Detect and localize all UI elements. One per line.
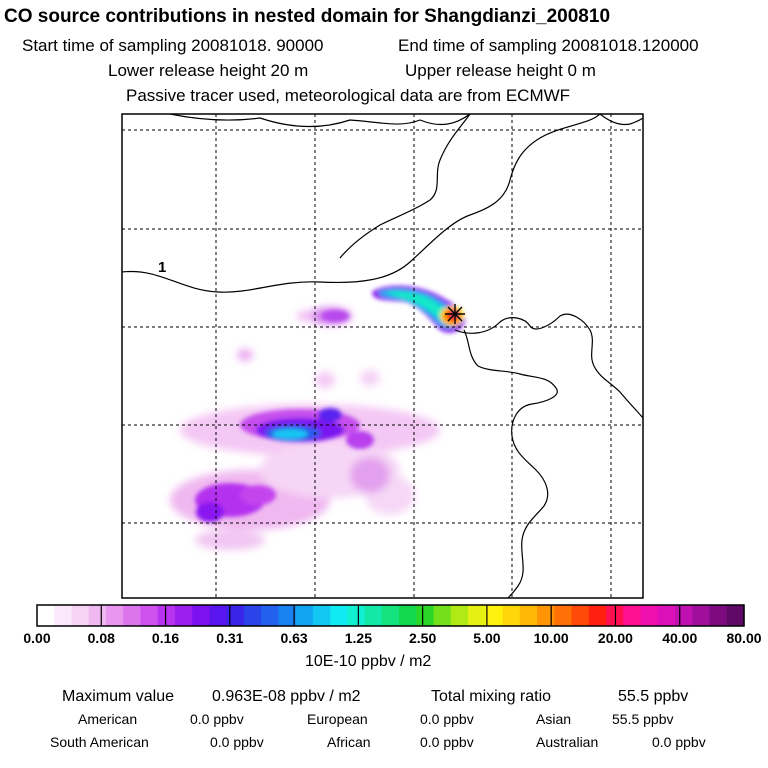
colorbar-swatch [675, 605, 693, 626]
region-name: African [327, 734, 371, 750]
sampling-end: End time of sampling 20081018.120000 [398, 36, 699, 55]
colorbar-swatch [140, 605, 159, 626]
max-value: 0.963E-08 ppbv / m2 [212, 688, 361, 705]
region-name: European [307, 711, 368, 727]
colorbar-tick-label: 2.50 [409, 630, 437, 646]
region-name: South American [50, 734, 149, 750]
region-value: 0.0 ppbv [652, 734, 706, 750]
max-value-label: Maximum value [62, 688, 175, 705]
colorbar-swatch [37, 605, 55, 626]
colorbar-tick-label: 1.25 [344, 630, 372, 646]
colorbar-swatch [54, 605, 73, 626]
region-value: 0.0 ppbv [210, 734, 264, 750]
colorbar-tick-label: 80.00 [726, 630, 762, 646]
data-source-note: Passive tracer used, meteorological data… [126, 86, 571, 105]
colorbar-swatch [657, 605, 676, 626]
colorbar-swatch [468, 605, 486, 626]
colorbar-swatch [726, 605, 745, 626]
colorbar-tick-label: 5.00 [473, 630, 501, 646]
colorbar-swatch [450, 605, 469, 626]
colorbar-units: 10E-10 ppbv / m2 [305, 653, 432, 670]
colorbar-swatch [295, 605, 314, 626]
region-name: Australian [536, 734, 599, 750]
colorbar-swatch [399, 605, 417, 626]
region-value: 0.0 ppbv [420, 734, 474, 750]
colorbar-swatch [226, 605, 245, 626]
region-value: 55.5 ppbv [612, 711, 674, 727]
graticule [122, 114, 643, 598]
region-value: 0.0 ppbv [190, 711, 244, 727]
colorbar-frame [36, 604, 745, 627]
colorbar-swatch [364, 605, 383, 626]
plot-title: CO source contributions in nested domain… [4, 6, 611, 27]
upper-release-height: Upper release height 0 m [405, 61, 596, 80]
colorbar-swatch [278, 605, 297, 626]
colorbar-tick-label: 20.00 [597, 630, 633, 646]
colorbar-swatch [640, 605, 659, 626]
colorbar-tick-label: 0.00 [23, 630, 51, 646]
colorbar-swatch [537, 605, 555, 626]
colorbar-swatch [519, 605, 538, 626]
colorbar-swatch [243, 605, 262, 626]
colorbar-dividers [100, 605, 681, 626]
colorbar-tick-label: 0.63 [280, 630, 308, 646]
colorbar-tick-label: 10.00 [533, 630, 569, 646]
colorbar-swatch [588, 605, 607, 626]
region-name: American [78, 711, 138, 727]
colorbar-swatch [623, 605, 642, 626]
colorbar-swatch [709, 605, 728, 626]
colorbar-swatch [381, 605, 400, 626]
total-mixing-label: Total mixing ratio [431, 688, 552, 705]
colorbar-swatch [261, 605, 280, 626]
colorbar-swatch [416, 605, 435, 626]
colorbar-swatch [330, 605, 348, 626]
colorbar-swatch [88, 605, 107, 626]
colorbar-swatch [174, 605, 193, 626]
colorbar [37, 605, 745, 626]
colorbar-swatch [105, 605, 124, 626]
lower-release-height: Lower release height 20 m [108, 61, 309, 80]
colorbar-swatch [312, 605, 331, 626]
total-mixing-value: 55.5 ppbv [618, 688, 689, 705]
concentration-core [195, 310, 374, 522]
colorbar-swatch [192, 605, 211, 626]
coastlines [122, 114, 643, 598]
colorbar-swatch [209, 605, 228, 626]
colorbar-swatch [502, 605, 521, 626]
colorbar-tick-label: 40.00 [662, 630, 698, 646]
sampling-start: Start time of sampling 20081018. 90000 [22, 36, 324, 55]
colorbar-tick-label: 0.31 [216, 630, 244, 646]
colorbar-tick-label: 0.08 [87, 630, 115, 646]
colorbar-swatch [71, 605, 90, 626]
colorbar-swatch [347, 605, 366, 626]
map-frame [121, 113, 644, 599]
colorbar-swatch [692, 605, 711, 626]
region-name: Asian [536, 711, 572, 727]
star-marker [445, 304, 465, 324]
colorbar-swatch [123, 605, 142, 626]
colorbar-swatch [433, 605, 452, 626]
map-area [122, 114, 643, 598]
colorbar-swatch [554, 605, 573, 626]
colorbar-swatch [571, 605, 590, 626]
colorbar-tick-label: 0.16 [151, 630, 180, 646]
colorbar-swatch [157, 605, 176, 626]
region-number-label: 1 [158, 259, 166, 276]
colorbar-swatch [485, 605, 504, 626]
region-value: 0.0 ppbv [420, 711, 474, 727]
